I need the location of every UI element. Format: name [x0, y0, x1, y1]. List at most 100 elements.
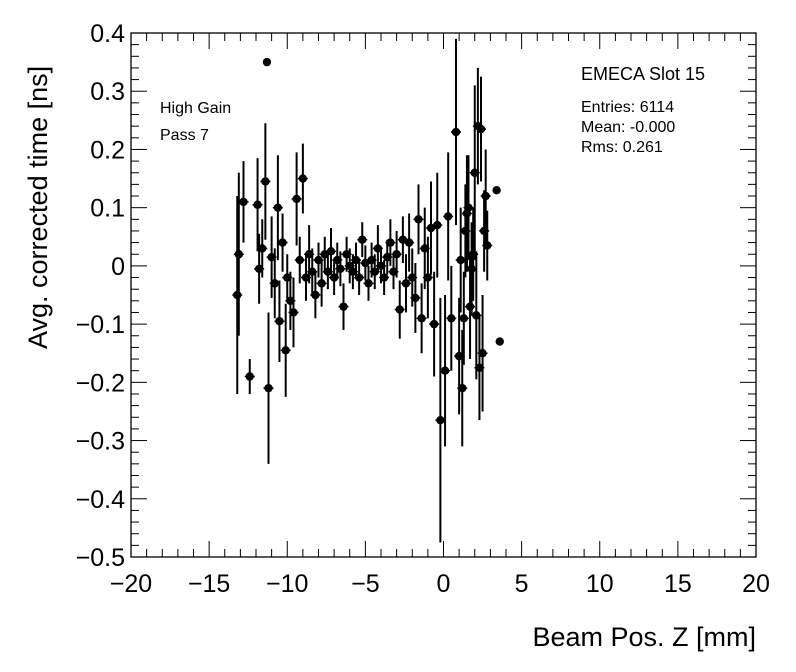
data-point [234, 250, 244, 259]
data-point [379, 273, 389, 282]
x-tick-label: 0 [437, 570, 451, 598]
data-point [270, 279, 279, 288]
y-tick-label: −0.4 [76, 486, 125, 514]
data-point [367, 255, 376, 265]
data-point [314, 255, 323, 265]
data-point [254, 264, 264, 273]
data-point [275, 317, 284, 326]
data-point [451, 127, 461, 137]
x-tick-label: −15 [188, 570, 230, 598]
data-point [426, 223, 436, 233]
data-point [233, 290, 242, 300]
data-point [417, 314, 426, 323]
data-point [286, 296, 295, 306]
data-point [465, 302, 475, 311]
data-point [289, 308, 298, 317]
data-point [376, 261, 386, 271]
data-point [458, 383, 467, 393]
data-point [351, 255, 361, 265]
data-point [420, 244, 429, 253]
x-tick-label: 10 [586, 570, 614, 598]
data-point [361, 258, 370, 268]
data-point [258, 244, 267, 253]
data-point [295, 255, 304, 265]
data-point [278, 238, 287, 247]
data-point [492, 186, 501, 195]
data-point [398, 235, 408, 244]
data-point [354, 273, 364, 282]
data-point [429, 319, 439, 329]
data-point [472, 311, 481, 320]
x-tick-label: −5 [351, 570, 380, 598]
data-point [389, 267, 398, 276]
data-point [364, 279, 373, 288]
data-point [245, 372, 254, 381]
data-point [320, 250, 329, 259]
stats-mean: Mean: -0.000 [581, 119, 675, 136]
y-tick-label: −0.1 [76, 311, 125, 339]
data-point [339, 302, 348, 311]
data-point [308, 267, 317, 276]
data-point [476, 124, 486, 134]
data-point [358, 235, 367, 244]
stats-entries: Entries: 6114 [581, 99, 674, 116]
x-tick-label: 20 [742, 570, 770, 598]
x-tick-label: −20 [110, 570, 152, 598]
data-point [329, 273, 339, 282]
data-point [411, 293, 420, 303]
data-point [383, 252, 392, 262]
y-tick-label: −0.2 [76, 369, 125, 397]
data-point [395, 305, 404, 314]
data-point [440, 366, 450, 375]
y-tick-label: 0.2 [90, 136, 125, 164]
data-point [342, 250, 351, 259]
data-point [386, 238, 395, 247]
data-point [436, 415, 445, 425]
data-point [459, 314, 469, 323]
data-point [326, 247, 336, 256]
data-point [467, 264, 476, 273]
data-point [433, 220, 442, 230]
data-point [392, 250, 401, 259]
data-point [239, 197, 248, 207]
data-point [454, 351, 464, 361]
data-point [483, 241, 492, 250]
y-axis-title: Avg. corrected time [ns] [23, 66, 53, 349]
annotation-high-gain: High Gain [160, 100, 231, 117]
data-point [443, 212, 453, 221]
x-axis-title: Beam Pos. Z [mm] [532, 622, 756, 652]
data-point [348, 267, 358, 276]
data-point [495, 337, 504, 346]
data-point [281, 346, 290, 355]
data-point [478, 349, 487, 358]
x-tick-label: 5 [515, 570, 529, 598]
data-point [304, 250, 314, 259]
data-point [253, 200, 262, 209]
data-point [373, 244, 383, 253]
x-tick-label: −10 [266, 570, 308, 598]
data-point [264, 383, 273, 393]
data-point [298, 174, 308, 183]
stats-title: EMECA Slot 15 [581, 64, 705, 84]
data-point [408, 273, 417, 282]
y-tick-label: 0.3 [90, 78, 125, 106]
data-point [262, 57, 272, 67]
data-point [273, 203, 283, 212]
data-point [333, 255, 342, 265]
data-point [311, 290, 320, 300]
data-point [464, 203, 473, 212]
data-point [481, 191, 490, 201]
data-point [301, 273, 311, 282]
data-point [292, 194, 301, 204]
data-point [370, 267, 379, 276]
data-point [336, 264, 345, 273]
y-tick-label: −0.5 [76, 544, 125, 572]
data-point [404, 238, 414, 247]
y-tick-label: 0 [111, 253, 125, 281]
y-tick-label: 0.1 [90, 195, 125, 223]
data-point [470, 168, 479, 177]
data-point [401, 279, 411, 288]
data-point [456, 255, 465, 265]
y-tick-label: −0.3 [76, 428, 125, 456]
